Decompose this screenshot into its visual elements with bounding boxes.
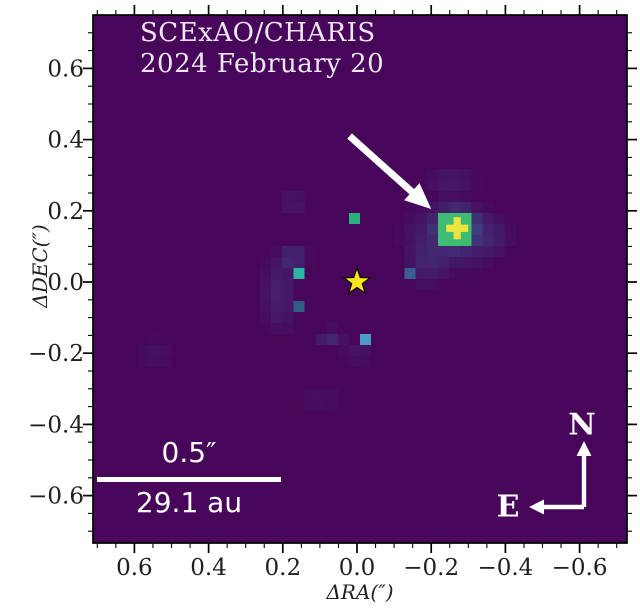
scale-bar-line — [97, 477, 281, 482]
scale-bar-angular-label: 0.5″ — [161, 436, 217, 469]
x-axis-title: ΔRA(″) — [326, 580, 394, 604]
x-tick-label: 0.0 — [339, 555, 376, 581]
x-tick-label: −0.6 — [552, 555, 608, 581]
instrument-name: SCExAO/CHARIS — [140, 18, 376, 48]
x-tick-label: 0.6 — [116, 555, 153, 581]
y-axis-title: ΔDEC(″) — [28, 224, 52, 308]
observation-date: 2024 February 20 — [140, 49, 385, 79]
x-tick-label: −0.2 — [403, 555, 459, 581]
x-tick-label: 0.4 — [190, 555, 227, 581]
y-tick-label: 0.2 — [47, 199, 84, 225]
observation-title: SCExAO/CHARIS 2024 February 20 — [140, 18, 384, 80]
y-tick-label: 0.0 — [47, 270, 84, 296]
y-tick-label: 0.6 — [47, 56, 84, 82]
compass-east-label: E — [496, 489, 520, 525]
compass-north-label: N — [568, 407, 596, 443]
y-tick-label: 0.4 — [47, 128, 84, 154]
y-tick-label: −0.2 — [28, 341, 84, 367]
scale-bar-physical-label: 29.1 au — [135, 486, 243, 519]
y-tick-label: −0.6 — [28, 484, 84, 510]
y-tick-label: −0.4 — [28, 412, 84, 438]
x-tick-label: 0.2 — [265, 555, 302, 581]
x-tick-label: −0.4 — [477, 555, 533, 581]
